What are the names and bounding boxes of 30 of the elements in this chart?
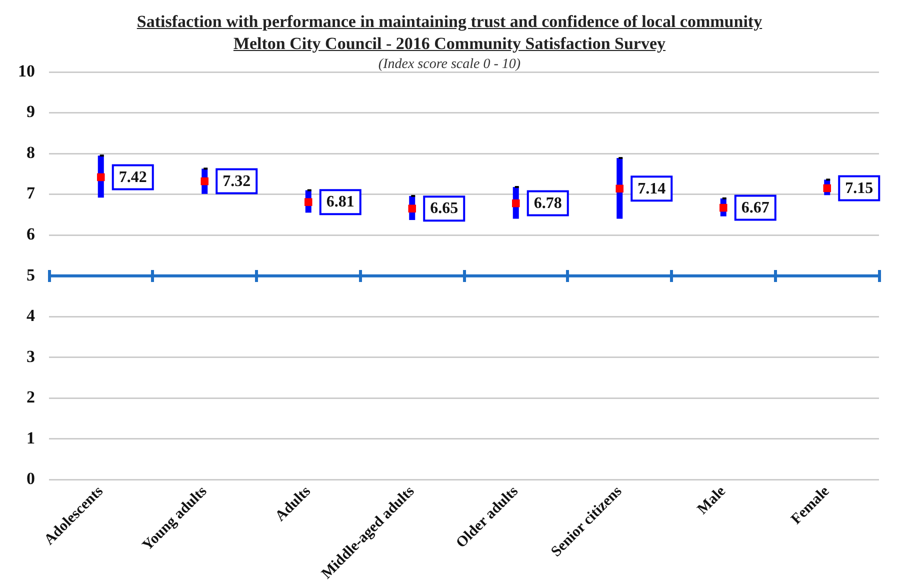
- data-label: 6.78: [534, 194, 562, 212]
- data-label: 7.14: [638, 180, 666, 198]
- y-tick-label: 2: [26, 388, 35, 407]
- data-label: 6.81: [326, 194, 354, 211]
- y-tick-label: 3: [26, 346, 35, 366]
- point: [719, 204, 728, 212]
- data-label: 6.65: [430, 200, 458, 218]
- y-tick-label: 1: [26, 428, 35, 448]
- data-label: 7.32: [222, 172, 251, 190]
- data-label: 6.67: [741, 199, 770, 216]
- y-tick-label: 4: [26, 306, 36, 326]
- chart-subtitle: Melton City Council - 2016 Community Satisfaction Survey: [232, 34, 667, 54]
- y-tick-label: 10: [18, 61, 35, 80]
- point: [616, 184, 624, 193]
- y-tick-label: 0: [26, 469, 35, 488]
- y-tick-label: 8: [26, 142, 35, 162]
- point: [408, 204, 416, 212]
- y-tick-label: 7: [26, 184, 36, 203]
- chart-title: Satisfaction with performance in maintaining trust and confidence of local community: [136, 12, 764, 32]
- data-label: 7.15: [845, 180, 874, 197]
- point: [96, 173, 105, 182]
- text: (Index score scale 0 - 10): [378, 57, 521, 72]
- point: [823, 184, 832, 192]
- y-tick-label: 9: [26, 102, 35, 122]
- y-tick-label: 6: [26, 224, 35, 244]
- point: [512, 199, 520, 208]
- y-tick-label: 5: [26, 265, 35, 284]
- point: [200, 177, 209, 186]
- point: [304, 198, 312, 206]
- data-label: 7.42: [118, 168, 147, 186]
